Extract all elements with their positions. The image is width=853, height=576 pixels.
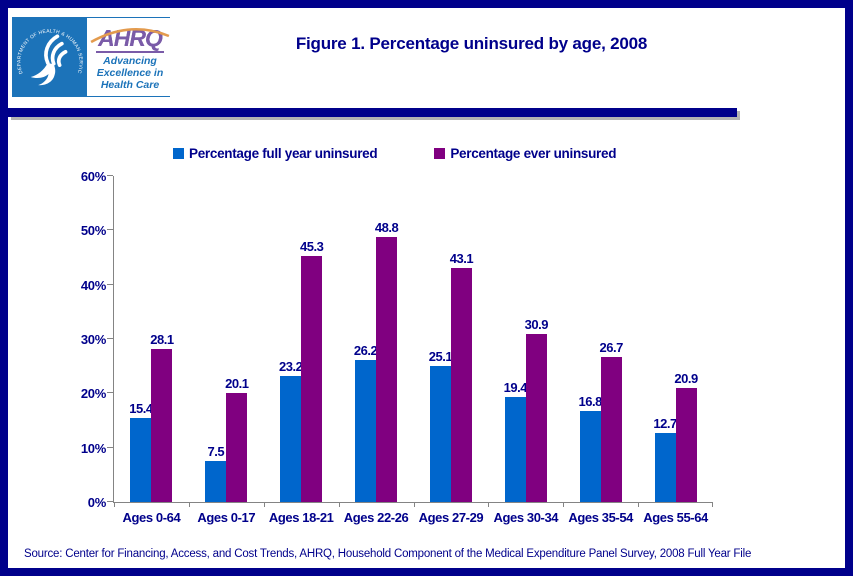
figure-title: Figure 1. Percentage uninsured by age, 2… [295,34,648,53]
y-axis-tick [107,283,113,285]
y-axis-tick-label: 50% [80,223,106,239]
y-axis-tick-label: 10% [80,440,106,456]
bar-value-label: 7.5 [207,444,225,460]
bar-value-label: 28.1 [150,332,174,348]
x-axis-category-label: Ages 27-29 [418,510,484,525]
bar-group: 26.2 48.8 [339,176,414,502]
legend-item: Percentage full year uninsured [173,146,378,161]
chart-legend: Percentage full year uninsured Percentage… [173,146,616,161]
y-axis-tick [107,392,113,394]
x-axis-category-label: Ages 18-21 [268,510,334,525]
bar-percentage-full-year-uninsured: 7.5 [205,444,227,502]
bar-percentage-ever-uninsured: 30.9 [525,317,548,502]
y-axis-tick-label: 0% [87,495,107,510]
hhs-seal: DEPARTMENT OF HEALTH & HUMAN SERVICES • … [13,18,87,96]
y-axis-tick [107,338,113,339]
bar-percentage-full-year-uninsured: 15.4 [129,401,153,502]
x-axis-category-label: Ages 55-64 [643,510,708,525]
bar-value-label: 16.8 [578,393,603,409]
bar-group: 7.5 20.1 [189,176,264,502]
y-axis-tick-label: 20% [80,386,106,402]
bar-percentage-ever-uninsured: 26.7 [600,340,623,502]
x-axis-tick [338,502,340,507]
y-axis-tick [107,175,113,176]
bar-percentage-ever-uninsured: 43.1 [450,251,474,502]
bar-group: 23.2 45.3 [264,176,339,502]
bar-value-label: 12.7 [653,416,677,431]
bar-group: 12.7 20.9 [638,176,713,502]
source-note: Source: Center for Financing, Access, an… [24,548,752,560]
bar-percentage-full-year-uninsured: 26.2 [354,343,378,502]
x-axis-tick [114,502,115,507]
bar-percentage-full-year-uninsured: 23.2 [279,359,303,502]
bar-value-label: 30.9 [524,317,549,333]
y-axis-tick-label: 60% [80,169,106,184]
bar-value-label: 26.7 [599,339,624,355]
ahrq-arc-icon [90,28,170,44]
bar-value-label: 43.1 [449,250,474,266]
bar-value-label: 20.9 [674,371,698,387]
x-axis-category-label: Ages 0-17 [197,510,256,525]
bar-value-label: 25.1 [428,348,453,364]
plot-area: 0% 10% 20% 30% 40% 50% 60% 15.4 28.1 Ages 0-64 7.5… [81,169,713,525]
bar-value-label: 48.8 [374,219,399,235]
header-divider-bar [8,108,737,117]
bar-percentage-ever-uninsured: 28.1 [150,332,174,502]
y-axis-tick [107,229,113,231]
x-axis-tick [413,502,415,507]
bar-value-label: 15.4 [129,401,153,417]
x-axis-tick [488,502,490,507]
x-axis-category-label: Ages 22-26 [343,510,409,525]
x-axis-tick [188,502,190,507]
legend-item: Percentage ever uninsured [434,146,616,161]
x-axis-category-label: Ages 30-34 [493,510,559,525]
bar-percentage-ever-uninsured: 45.3 [300,239,324,502]
hhs-eagle-icon: DEPARTMENT OF HEALTH & HUMAN SERVICES • … [13,18,83,86]
bar-group: 16.8 26.7 [563,176,638,502]
bar-percentage-ever-uninsured: 20.9 [674,371,698,502]
bar-value-label: 20.1 [225,375,249,391]
legend-swatch-icon [434,148,446,159]
bar-percentage-full-year-uninsured: 16.8 [579,394,602,502]
x-axis-category-label: Ages 35-54 [568,510,634,525]
bar-value-label: 19.4 [503,379,528,395]
bar-value-label: 26.2 [353,342,378,358]
x-axis-tick [638,502,640,507]
bar-value-label: 23.2 [279,358,303,374]
bar-group: 19.4 30.9 [488,176,563,502]
bar-group: 25.1 43.1 [414,176,489,502]
y-axis-tick [107,446,113,448]
bar-percentage-ever-uninsured: 48.8 [375,220,399,502]
hhs-ahrq-logo: DEPARTMENT OF HEALTH & HUMAN SERVICES • … [12,17,173,97]
bar-value-label: 45.3 [300,238,324,254]
y-axis-tick-label: 30% [80,332,106,347]
y-axis-tick [107,501,113,502]
ahrq-wordmark: AHRQ Advancing Excellence in Health Care [87,18,173,96]
bar-group: 15.4 28.1 [114,176,189,502]
ahrq-tagline: Advancing Excellence in Health Care [96,55,164,92]
y-axis-tick-label: 40% [80,277,106,293]
x-axis-category-label: Ages 0-64 [122,510,181,525]
x-axis-tick [563,502,565,507]
bar-percentage-full-year-uninsured: 25.1 [429,349,453,502]
page-content: DEPARTMENT OF HEALTH & HUMAN SERVICES • … [8,8,845,568]
legend-swatch-icon [173,148,184,159]
bar-percentage-full-year-uninsured: 19.4 [504,380,527,502]
bar-percentage-ever-uninsured: 20.1 [225,376,249,502]
bar-percentage-full-year-uninsured: 12.7 [653,416,677,502]
legend-label: Percentage ever uninsured [450,146,617,161]
legend-label: Percentage full year uninsured [189,146,378,161]
x-axis-tick [712,502,713,507]
x-axis-tick [263,502,265,507]
